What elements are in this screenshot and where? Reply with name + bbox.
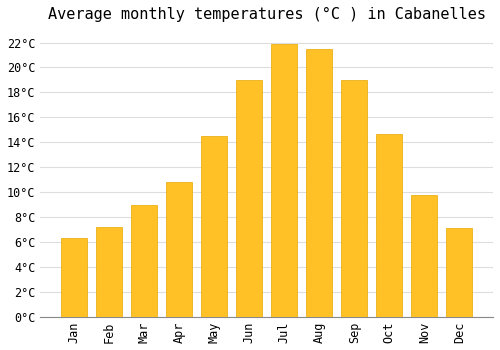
Title: Average monthly temperatures (°C ) in Cabanelles: Average monthly temperatures (°C ) in Ca… (48, 7, 486, 22)
Bar (131, 205, 157, 317)
Bar (166, 182, 192, 317)
Bar (201, 136, 228, 317)
Bar (341, 80, 367, 317)
Bar (446, 228, 472, 317)
Bar (306, 49, 332, 317)
Bar (96, 227, 122, 317)
Bar (411, 195, 438, 317)
Bar (271, 44, 297, 317)
Bar (376, 134, 402, 317)
Bar (61, 238, 87, 317)
Bar (236, 80, 262, 317)
